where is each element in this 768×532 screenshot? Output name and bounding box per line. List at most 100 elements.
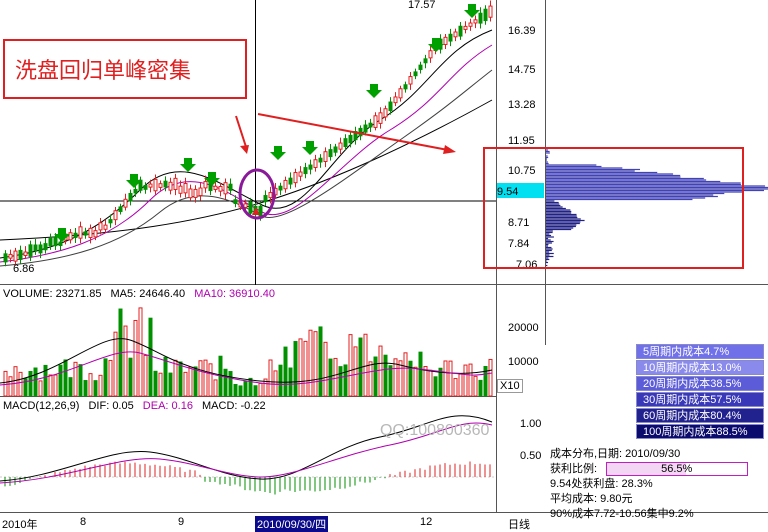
volume-chart-svg[interactable]: 20000 10000 [0, 285, 768, 397]
volume-bar [163, 356, 168, 397]
candle-body [308, 164, 313, 170]
macd-chart-svg[interactable]: 1.00 0.50 QQ:100800360 [0, 397, 768, 512]
volume-bar [463, 364, 468, 397]
volume-value: VOLUME: 23271.85 [3, 288, 102, 300]
volume-bar [253, 385, 258, 397]
candle-body [123, 198, 128, 208]
low-price-label: 6.86 [13, 263, 34, 275]
volume-bar [233, 383, 238, 397]
volume-bar [223, 368, 228, 397]
buy-signal-arrow-icon [366, 84, 382, 98]
candle-body [473, 19, 478, 24]
candle-body [258, 205, 263, 218]
volume-bar [398, 360, 403, 397]
volume-bar [128, 357, 133, 397]
volume-bar [483, 366, 488, 397]
price-axis-label: 10.75 [508, 165, 536, 177]
cost-legend-row: 5周期内成本4.7% [636, 344, 764, 359]
cost-legend-row: 100周期内成本88.5% [636, 424, 764, 439]
candle-body [268, 192, 273, 199]
candle-body [463, 25, 468, 30]
volume-header: VOLUME: 23271.85 MA5: 24646.40 MA10: 369… [3, 288, 281, 300]
volume-bar [473, 375, 478, 397]
volume-bar [363, 333, 368, 397]
candle-body [188, 188, 193, 199]
buy-signal-arrow-icon [428, 38, 444, 52]
volume-bar [338, 366, 343, 397]
cost-legend: 5周期内成本4.7% 10周期内成本13.0% 20周期内成本38.5% 30周… [636, 344, 764, 440]
price-axis-label: 13.28 [508, 99, 536, 111]
volume-bar [373, 356, 378, 397]
volume-bar [268, 359, 273, 397]
price-chart-svg[interactable]: 16.39 14.75 13.28 11.95 10.75 8.71 7.84 … [0, 0, 768, 285]
volume-scale-button[interactable]: X10 [497, 379, 523, 393]
volume-bar [458, 373, 463, 397]
candle-body [413, 71, 418, 77]
high-price-label: 17.57 [408, 0, 436, 11]
candle-body [163, 180, 168, 188]
volume-bar [393, 358, 398, 397]
arrow-head-icon [443, 145, 456, 154]
volume-bar [73, 361, 78, 397]
candle-body [393, 96, 398, 104]
cursor-date-label: 2010/09/30/四 [255, 516, 329, 532]
volume-bar [468, 363, 473, 397]
volume-bar [323, 341, 328, 397]
volume-bar [138, 307, 143, 397]
volume-bar [258, 382, 263, 397]
volume-bar [313, 331, 318, 397]
candle-body [48, 237, 53, 247]
volume-ma5: MA5: 24646.40 [110, 288, 186, 300]
volume-bar [63, 359, 68, 397]
candle-body [113, 210, 118, 221]
volume-bar [68, 377, 73, 397]
volume-bar [318, 326, 323, 397]
volume-bar [238, 385, 243, 397]
volume-bar [93, 380, 98, 397]
candle-body [78, 226, 83, 239]
candle-body [233, 199, 238, 204]
macd-axis-label: 1.00 [520, 418, 541, 430]
time-axis-label: 8 [80, 516, 87, 528]
period-label[interactable]: 日线 [508, 519, 530, 531]
candle-body [228, 183, 233, 191]
volume-bar [368, 361, 373, 397]
candle-body [443, 36, 448, 45]
macd-dif: DIF: 0.05 [88, 400, 134, 412]
buy-signal-arrow-icon [302, 141, 318, 155]
buy-signal-arrow-icon [270, 146, 286, 160]
candle-body [8, 253, 13, 259]
volume-bar [448, 360, 453, 397]
macd-panel[interactable]: 1.00 0.50 QQ:100800360 MACD(12,26,9) DIF… [0, 397, 768, 512]
candle-body [68, 232, 73, 241]
volume-bar [168, 372, 173, 397]
cost-legend-row: 20周期内成本38.5% [636, 376, 764, 391]
volume-panel[interactable]: 20000 10000 VOLUME: 23271.85 MA5: 24646.… [0, 285, 768, 397]
candle-body [278, 185, 283, 191]
cost-legend-row: 10周期内成本13.0% [636, 360, 764, 375]
price-chart-panel[interactable]: 16.39 14.75 13.28 11.95 10.75 8.71 7.84 … [0, 0, 768, 285]
candle-body [423, 58, 428, 64]
volume-bar [403, 352, 408, 397]
macd-axis-label: 0.50 [520, 450, 541, 462]
candle-body [33, 244, 38, 252]
arrow-head-icon [240, 145, 249, 154]
candle-body [388, 101, 393, 112]
macd-dif-line [0, 415, 493, 482]
candle-body [83, 231, 88, 236]
candle-body [263, 195, 268, 203]
price-axis-label: 7.06 [516, 259, 537, 271]
candle-body [383, 108, 388, 118]
candle-body [368, 122, 373, 128]
candle-body [333, 146, 338, 153]
candle-body [468, 22, 473, 27]
candle-body [343, 138, 348, 148]
current-price-label: 9.54 [497, 186, 518, 198]
candle-body [338, 142, 343, 150]
profit-at-price: 9.54处获利盘: 28.3% [550, 478, 653, 490]
volume-bar [198, 360, 203, 397]
volume-bar [243, 380, 248, 397]
volume-bar [173, 359, 178, 397]
volume-bar [273, 370, 278, 397]
buy-signal-arrow-icon [180, 158, 196, 172]
